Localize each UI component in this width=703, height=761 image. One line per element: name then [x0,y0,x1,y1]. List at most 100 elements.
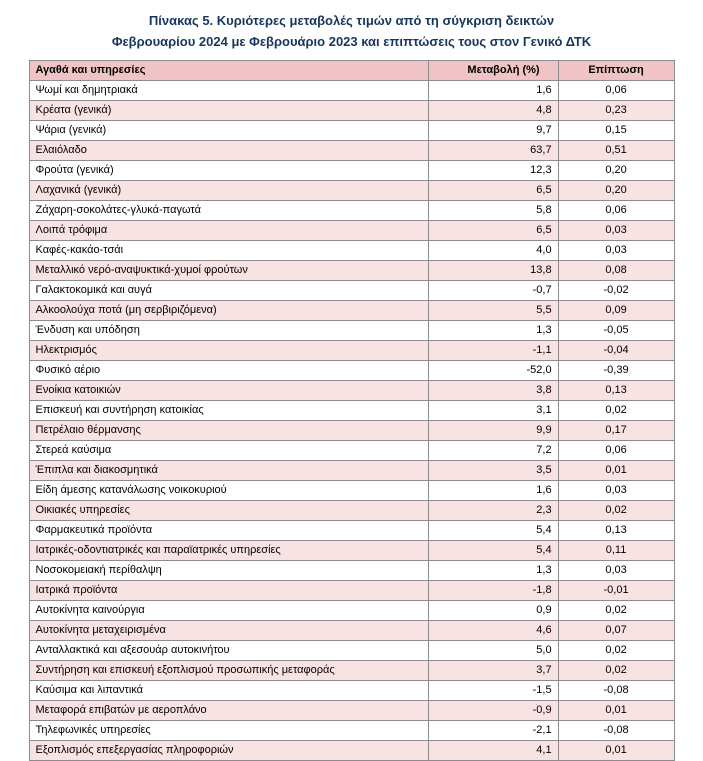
change-cell: 5,4 [427,540,559,561]
table-row: Φαρμακευτικά προϊόντα 5,4 0,13 [28,520,675,541]
item-cell: Είδη άμεσης κατανάλωσης νοικοκυριού [28,480,429,501]
table-row: Συντήρηση και επισκευή εξοπλισμού προσωπ… [28,660,675,681]
item-cell: Φρούτα (γενικά) [28,160,429,181]
change-cell: 2,3 [427,500,559,521]
impact-cell: 0,06 [557,440,675,461]
item-cell: Ηλεκτρισμός [28,340,429,361]
impact-cell: 0,20 [557,160,675,181]
item-cell: Ενοίκια κατοικιών [28,380,429,401]
change-cell: -0,7 [427,280,559,301]
header-impact: Επίπτωση [557,60,675,81]
change-cell: 5,8 [427,200,559,221]
change-cell: -0,9 [427,700,559,721]
impact-cell: 0,02 [557,500,675,521]
table-row: Αυτοκίνητα μεταχειρισμένα 4,6 0,07 [28,620,675,641]
table-row: Εξοπλισμός επεξεργασίας πληροφοριών 4,1 0,… [28,740,675,761]
impact-cell: 0,11 [557,540,675,561]
table-row: Ανταλλακτικά και αξεσουάρ αυτοκινήτου 5,0… [28,640,675,661]
change-cell: -1,8 [427,580,559,601]
item-cell: Καύσιμα και λιπαντικά [28,680,429,701]
table-row: Ιατρικές-οδοντιατρικές και παραϊατρικές … [28,540,675,561]
item-cell: Ιατρικές-οδοντιατρικές και παραϊατρικές … [28,540,429,561]
impact-cell: 0,15 [557,120,675,141]
item-cell: Γαλακτοκομικά και αυγά [28,280,429,301]
table-title: Πίνακας 5. Κυριότερες μεταβολές τιμών απ… [0,10,703,52]
change-cell: 4,0 [427,240,559,261]
change-cell: 63,7 [427,140,559,161]
change-cell: 5,0 [427,640,559,661]
impact-cell: 0,02 [557,660,675,681]
item-cell: Λαχανικά (γενικά) [28,180,429,201]
item-cell: Έπιπλα και διακοσμητικά [28,460,429,481]
item-cell: Πετρέλαιο θέρμανσης [28,420,429,441]
table-row: Ιατρικά προϊόντα -1,8 -0,01 [28,580,675,601]
table-row: Φρούτα (γενικά) 12,3 0,20 [28,160,675,181]
change-cell: 7,2 [427,440,559,461]
item-cell: Ζάχαρη-σοκολάτες-γλυκά-παγωτά [28,200,429,221]
table-row: Ηλεκτρισμός -1,1 -0,04 [28,340,675,361]
header-change-percent: Μεταβολή (%) [427,60,559,81]
change-cell: -2,1 [427,720,559,741]
change-cell: 3,5 [427,460,559,481]
change-cell: 5,4 [427,520,559,541]
table-row: Ελαιόλαδο 63,7 0,51 [28,140,675,161]
impact-cell: 0,09 [557,300,675,321]
header-goods-services: Αγαθά και υπηρεσίες [28,60,429,81]
table-row: Πετρέλαιο θέρμανσης 9,9 0,17 [28,420,675,441]
item-cell: Μεταφορά επιβατών με αεροπλάνο [28,700,429,721]
impact-cell: 0,03 [557,480,675,501]
impact-cell: 0,03 [557,560,675,581]
item-cell: Νοσοκομειακή περίθαλψη [28,560,429,581]
change-cell: 3,8 [427,380,559,401]
item-cell: Αυτοκίνητα μεταχειρισμένα [28,620,429,641]
table-header: Αγαθά και υπηρεσίες Μεταβολή (%) Επίπτωσ… [28,60,675,81]
change-cell: -52,0 [427,360,559,381]
change-cell: 1,6 [427,80,559,101]
table-row: Ενοίκια κατοικιών 3,8 0,13 [28,380,675,401]
table-row: Οικιακές υπηρεσίες 2,3 0,02 [28,500,675,521]
table-row: Ψωμί και δημητριακά 1,6 0,06 [28,80,675,101]
change-cell: 12,3 [427,160,559,181]
item-cell: Αλκοολούχα ποτά (μη σερβιριζόμενα) [28,300,429,321]
change-cell: 9,9 [427,420,559,441]
item-cell: Μεταλλικό νερό-αναψυκτικά-χυμοί φρούτων [28,260,429,281]
change-cell: 6,5 [427,220,559,241]
impact-cell: 0,06 [557,80,675,101]
impact-cell: -0,39 [557,360,675,381]
item-cell: Ψωμί και δημητριακά [28,80,429,101]
item-cell: Κρέατα (γενικά) [28,100,429,121]
change-cell: 4,8 [427,100,559,121]
price-changes-table: Αγαθά και υπηρεσίες Μεταβολή (%) Επίπτωσ… [28,60,675,761]
item-cell: Φαρμακευτικά προϊόντα [28,520,429,541]
change-cell: 4,6 [427,620,559,641]
impact-cell: -0,05 [557,320,675,341]
table-row: Μεταλλικό νερό-αναψυκτικά-χυμοί φρούτων 1… [28,260,675,281]
impact-cell: 0,08 [557,260,675,281]
table-row: Είδη άμεσης κατανάλωσης νοικοκυριού 1,6 0,… [28,480,675,501]
impact-cell: 0,02 [557,600,675,621]
table-body: Ψωμί και δημητριακά 1,6 0,06 Κρέατα (γενικά… [28,80,675,761]
change-cell: -1,5 [427,680,559,701]
item-cell: Στερεά καύσιμα [28,440,429,461]
change-cell: 6,5 [427,180,559,201]
table-row: Μεταφορά επιβατών με αεροπλάνο -0,9 0,01 [28,700,675,721]
table-title-line-1: Πίνακας 5. Κυριότερες μεταβολές τιμών απ… [148,13,555,28]
table-row: Φυσικό αέριο -52,0 -0,39 [28,360,675,381]
item-cell: Ελαιόλαδο [28,140,429,161]
change-cell: 13,8 [427,260,559,281]
item-cell: Επισκευή και συντήρηση κατοικίας [28,400,429,421]
table-row: Καφές-κακάο-τσάι 4,0 0,03 [28,240,675,261]
table-row: Στερεά καύσιμα 7,2 0,06 [28,440,675,461]
impact-cell: 0,02 [557,400,675,421]
item-cell: Τηλεφωνικές υπηρεσίες [28,720,429,741]
item-cell: Ανταλλακτικά και αξεσουάρ αυτοκινήτου [28,640,429,661]
impact-cell: 0,20 [557,180,675,201]
table-row: Ένδυση και υπόδηση 1,3 -0,05 [28,320,675,341]
table-row: Αλκοολούχα ποτά (μη σερβιριζόμενα) 5,5 0,0… [28,300,675,321]
impact-cell: 0,07 [557,620,675,641]
change-cell: 3,7 [427,660,559,681]
impact-cell: 0,01 [557,700,675,721]
table-row: Νοσοκομειακή περίθαλψη 1,3 0,03 [28,560,675,581]
item-cell: Καφές-κακάο-τσάι [28,240,429,261]
